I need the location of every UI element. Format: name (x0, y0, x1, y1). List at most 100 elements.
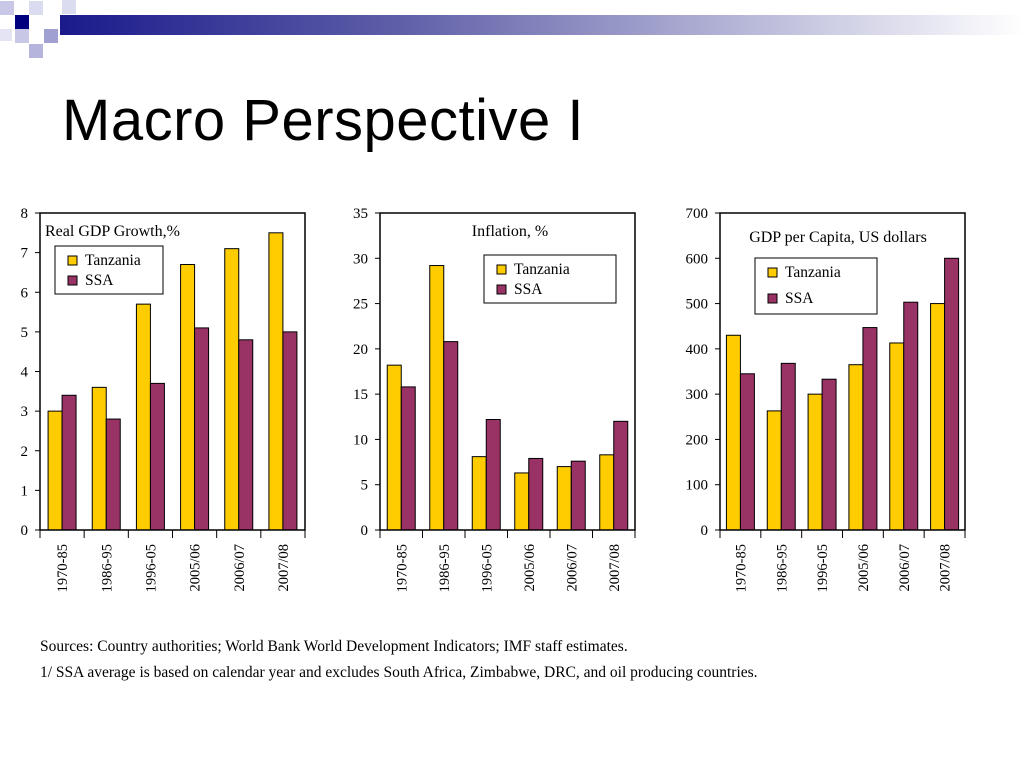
x-tick-label: 1986-95 (437, 544, 453, 592)
bar-ssa-1 (780, 362, 796, 531)
x-tick-label: 1996-05 (479, 544, 495, 592)
bar-ssa-1 (443, 341, 459, 531)
y-tick-label: 30 (353, 251, 368, 267)
bar-tanzania-4 (224, 248, 240, 531)
bar-tanzania-4 (889, 342, 905, 531)
chart-title: GDP per Capita, US dollars (749, 229, 927, 246)
bar-ssa-3 (528, 457, 544, 531)
y-tick-label: 3 (21, 404, 29, 420)
bar-ssa-5 (282, 331, 298, 531)
bar-tanzania-5 (930, 303, 946, 531)
header-square-light-2 (29, 1, 43, 15)
y-tick-label: 5 (361, 478, 369, 494)
y-tick-label: 10 (353, 432, 368, 448)
bar-tanzania-2 (135, 303, 151, 531)
header-decoration (0, 0, 1024, 58)
x-tick-label: 1996-05 (143, 544, 159, 592)
y-tick-label: 35 (353, 206, 368, 222)
bar-tanzania-2 (471, 456, 487, 531)
bar-ssa-3 (194, 327, 210, 531)
header-square-light-1 (0, 1, 14, 15)
bar-tanzania-3 (848, 364, 864, 531)
bar-ssa-0 (739, 373, 755, 531)
x-tick-label: 1986-95 (774, 544, 790, 592)
bar-tanzania-4 (556, 466, 572, 531)
x-tick-label: 2006/07 (232, 544, 248, 592)
bar-ssa-4 (570, 460, 586, 531)
y-tick-label: 25 (353, 297, 368, 313)
bar-ssa-1 (105, 418, 121, 531)
y-tick-label: 5 (21, 325, 29, 341)
y-tick-label: 1 (21, 483, 29, 499)
bar-ssa-5 (613, 420, 629, 531)
bar-tanzania-0 (725, 334, 741, 531)
bar-tanzania-0 (47, 410, 63, 531)
legend-label-ssa: SSA (785, 290, 814, 307)
bar-ssa-5 (944, 257, 960, 531)
charts-area: 0 1 2 3 4 5 6 7 8 1970-85 1986-95 1996-05 2005/06 200… (21, 206, 966, 592)
bar-ssa-0 (400, 386, 416, 531)
y-tick-label: 2 (21, 444, 29, 460)
chart-2: 0 5 10 15 20 25 30 35 1970-85 1986-95 1996-05 2005/… (353, 206, 636, 592)
legend-label-tanzania: Tanzania (514, 261, 570, 278)
y-tick-label: 700 (686, 206, 709, 222)
bar-tanzania-2 (807, 393, 823, 531)
x-tick-label: 2005/06 (856, 544, 872, 592)
x-tick-label: 1986-95 (99, 544, 115, 592)
bar-tanzania-3 (514, 472, 530, 531)
header-square-dark (15, 15, 29, 29)
legend-label-tanzania: Tanzania (785, 264, 841, 281)
x-tick-label: 2006/07 (564, 544, 580, 592)
x-tick-label: 1996-05 (815, 544, 831, 592)
legend-label-ssa: SSA (514, 281, 543, 298)
bar-ssa-2 (149, 382, 165, 531)
bar-ssa-3 (862, 327, 878, 531)
bar-ssa-0 (61, 394, 77, 531)
x-tick-label: 2005/06 (522, 544, 538, 592)
legend-swatch-tanzania (496, 264, 507, 275)
y-tick-label: 0 (21, 523, 29, 539)
chart-3: 0 100 200 300 400 500 600 700 1970-85 1986-95 1996… (686, 206, 966, 592)
bar-tanzania-1 (429, 265, 445, 531)
x-tick-label: 1970-85 (733, 544, 749, 592)
y-tick-label: 7 (21, 246, 29, 262)
y-tick-label: 100 (686, 478, 709, 494)
y-tick-label: 20 (353, 342, 368, 358)
y-tick-label: 4 (21, 365, 29, 381)
chart-title: Inflation, % (472, 223, 548, 240)
legend-label-ssa: SSA (85, 272, 114, 289)
header-square-light-3 (15, 29, 29, 43)
y-tick-label: 8 (21, 206, 29, 222)
x-tick-label: 2007/08 (938, 544, 954, 592)
sources-footnote: Sources: Country authorities; World Bank… (40, 638, 628, 655)
legend-swatch-tanzania (67, 255, 78, 266)
header-square-mid-1 (44, 29, 58, 43)
y-tick-label: 400 (686, 342, 709, 358)
y-tick-label: 500 (686, 297, 709, 313)
x-tick-label: 1970-85 (55, 544, 71, 592)
y-tick-label: 6 (21, 285, 29, 301)
bar-tanzania-1 (91, 386, 107, 531)
x-tick-label: 2007/08 (276, 544, 292, 592)
y-tick-label: 200 (686, 432, 709, 448)
bar-ssa-2 (821, 378, 837, 531)
bar-tanzania-1 (766, 410, 782, 531)
bar-tanzania-3 (180, 264, 196, 531)
bar-ssa-2 (485, 419, 501, 531)
y-tick-label: 600 (686, 251, 709, 267)
header-gradient-bar (60, 15, 1024, 35)
y-tick-label: 300 (686, 387, 709, 403)
bar-tanzania-0 (386, 364, 402, 531)
legend-box (54, 245, 164, 295)
header-square-light-4 (62, 0, 76, 14)
bar-tanzania-5 (599, 454, 615, 531)
legend-box (754, 257, 878, 315)
x-tick-label: 2005/06 (188, 544, 204, 592)
header-square-light-5 (0, 29, 12, 41)
slide-title: Macro Perspective I (62, 88, 585, 153)
legend-swatch-ssa (496, 284, 507, 295)
legend-box (483, 254, 617, 304)
legend-swatch-ssa (767, 293, 778, 304)
x-tick-label: 2006/07 (897, 544, 913, 592)
chart-1: 0 1 2 3 4 5 6 7 8 1970-85 1986-95 1996-05 2005/06 200… (21, 206, 306, 592)
